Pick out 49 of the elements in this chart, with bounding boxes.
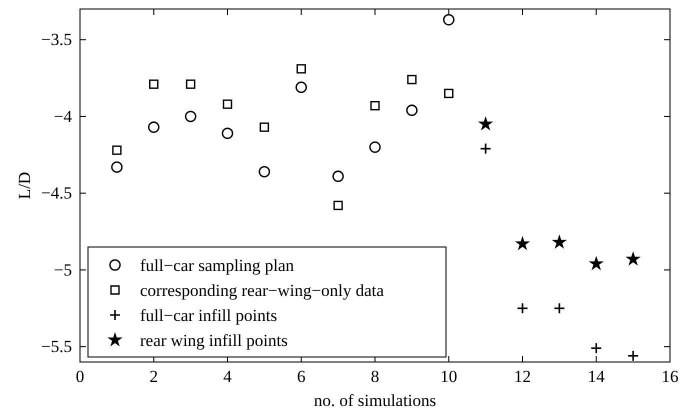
point <box>148 121 160 133</box>
x-tick-label: 14 <box>588 367 606 386</box>
point <box>222 128 234 140</box>
legend-label: full−car sampling plan <box>140 256 295 275</box>
point <box>590 256 603 270</box>
x-tick-label: 8 <box>370 367 380 386</box>
point <box>186 80 196 89</box>
x-tick-label: 12 <box>514 367 531 386</box>
point <box>443 14 454 26</box>
point <box>112 146 122 155</box>
point <box>480 142 492 154</box>
point <box>369 141 381 153</box>
y-tick-label: −5 <box>54 260 72 280</box>
point <box>332 170 344 182</box>
x-tick-label: 0 <box>76 367 84 386</box>
legend-label: full−car infill points <box>140 306 278 325</box>
point <box>296 64 306 74</box>
point <box>260 122 270 132</box>
point <box>258 166 270 178</box>
point <box>516 236 530 250</box>
point <box>370 100 380 110</box>
point <box>333 200 343 210</box>
y-tick-label: −4 <box>54 106 72 126</box>
point <box>627 350 639 362</box>
point <box>184 110 196 122</box>
legend-label: corresponding rear−wing−only data <box>140 281 384 300</box>
y-tick-label: −5.5 <box>41 337 72 356</box>
point <box>554 302 566 314</box>
legend-label: rear wing infill points <box>140 331 288 350</box>
x-tick-label: 2 <box>150 367 158 386</box>
point <box>626 252 640 265</box>
point <box>406 104 418 116</box>
x-tick-label: 4 <box>223 367 232 386</box>
point <box>516 302 528 314</box>
y-axis-title: L/D <box>15 172 34 200</box>
point <box>222 99 232 109</box>
x-tick-label: 6 <box>297 367 306 386</box>
point <box>552 235 566 248</box>
x-tick-label: 10 <box>440 367 458 386</box>
x-axis-title: no. of simulations <box>314 391 436 410</box>
y-tick-label: −3.5 <box>41 30 72 50</box>
point <box>479 117 492 130</box>
point <box>111 161 123 173</box>
point <box>149 80 158 89</box>
point <box>296 82 307 94</box>
point <box>444 88 454 98</box>
y-tick-label: −4.5 <box>41 184 72 203</box>
x-tick-label: 16 <box>662 367 678 386</box>
point <box>407 74 417 84</box>
